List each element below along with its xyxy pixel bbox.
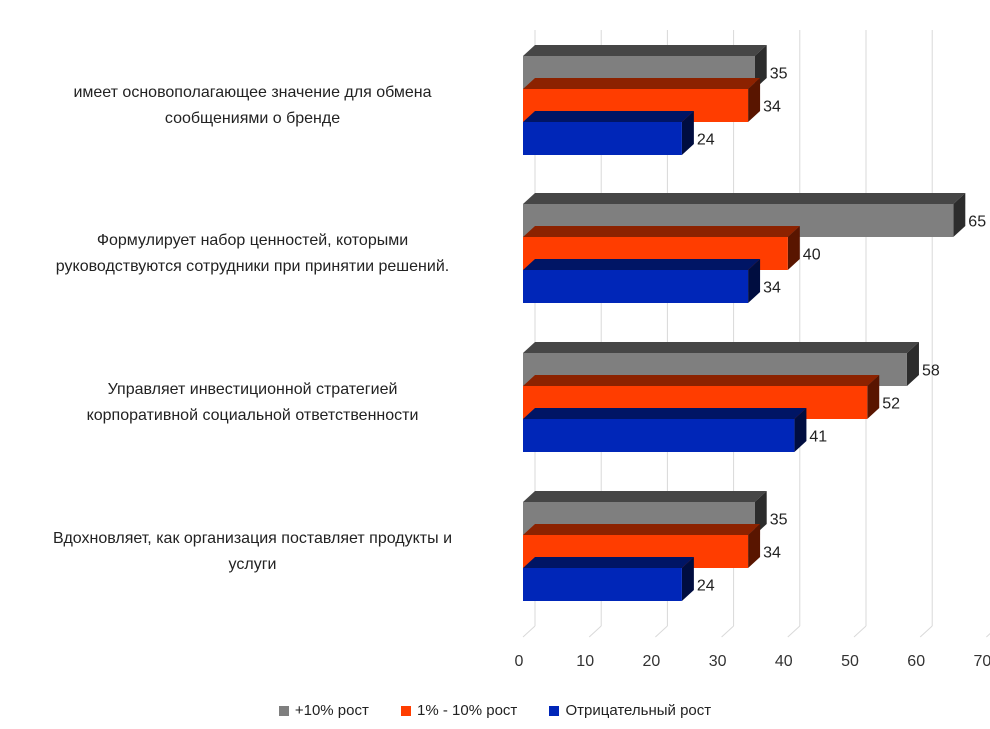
data-label: 34: [763, 545, 781, 562]
bar-top-0-1: [523, 193, 966, 204]
legend-item-series-1: +10% рост: [278, 702, 369, 719]
bar-side-1-0: [748, 78, 761, 122]
legend-label-series-1: +10% рост: [294, 702, 369, 719]
gridline-floor-30: [721, 625, 734, 638]
data-label: 35: [770, 512, 788, 529]
x-tick-label: 40: [775, 653, 793, 670]
legend-swatch-series-2: [401, 705, 412, 716]
bar-side-2-2: [794, 408, 807, 452]
bar-top-0-3: [523, 491, 767, 502]
legend-item-series-3: Отрицательный рост: [549, 702, 711, 719]
bar-side-1-2: [867, 375, 880, 419]
gridline-floor-70: [986, 633, 990, 638]
bar-top-0-0: [523, 45, 767, 56]
bar-top-1-0: [523, 78, 761, 89]
legend-label-series-2: 1% - 10% рост: [417, 702, 518, 719]
bar-side-2-3: [681, 557, 694, 601]
legend-label-series-3: Отрицательный рост: [565, 702, 712, 719]
data-label: 35: [770, 66, 788, 83]
data-label: 65: [968, 214, 986, 231]
data-label: 34: [763, 99, 781, 116]
data-label: 58: [922, 363, 940, 380]
bar-front-2-0: [523, 122, 682, 155]
x-tick-label: 50: [841, 653, 859, 670]
x-tick-label: 70: [974, 653, 990, 670]
x-tick-label: 20: [643, 653, 661, 670]
category-label-line: услуги: [228, 555, 277, 573]
bar-side-0-2: [906, 342, 919, 386]
category-label-line: имеет основополагающее значение для обме…: [73, 83, 432, 101]
legend-swatch-series-1: [278, 705, 289, 716]
bar-side-1-1: [787, 226, 800, 270]
data-label: 34: [763, 280, 781, 297]
legend-item-series-2: 1% - 10% рост: [401, 702, 517, 719]
bar-top-1-1: [523, 226, 800, 237]
bar-side-0-1: [953, 193, 966, 237]
legend-swatch-series-3: [549, 705, 560, 716]
data-label: 24: [697, 578, 715, 595]
gridline-floor-0: [522, 625, 536, 638]
bar-front-2-3: [523, 568, 682, 601]
gridline-floor-10: [588, 625, 602, 638]
data-label: 52: [882, 396, 900, 413]
bar-side-2-1: [748, 259, 761, 303]
category-label: имеет основополагающее значение для обме…: [0, 80, 505, 132]
gridline-floor-40: [787, 625, 801, 638]
category-label-line: Вдохновляет, как организация поставляет …: [52, 529, 453, 547]
bar-side-1-3: [748, 524, 761, 568]
bar-front-2-2: [523, 419, 795, 452]
gridline-floor-50: [853, 625, 867, 638]
x-tick-label: 0: [515, 653, 524, 670]
bar-top-2-2: [523, 408, 807, 419]
category-label-line: руководствуются сотрудники при принятии …: [55, 257, 450, 275]
data-label: 24: [697, 132, 715, 149]
bar-top-2-1: [523, 259, 761, 270]
bar-top-1-2: [523, 375, 880, 386]
category-label: Формулирует набор ценностей, которыми рук…: [0, 228, 505, 280]
bar-top-1-3: [523, 524, 761, 535]
legend: +10% рост 1% - 10% рост Отрицательный ро…: [0, 702, 990, 720]
category-label-line: сообщениями о бренде: [164, 109, 341, 127]
bar-top-2-0: [523, 111, 694, 122]
bar-top-2-3: [523, 557, 694, 568]
bar-front-2-1: [523, 270, 749, 303]
category-label-line: Управляет инвестиционной стратегией: [107, 380, 398, 398]
x-tick-label: 10: [576, 653, 594, 670]
category-label-line: корпоративной социальной ответственности: [86, 406, 419, 424]
bar-side-2-0: [681, 111, 694, 155]
category-label-line: Формулирует набор ценностей, которыми: [96, 231, 409, 249]
x-tick-label: 60: [907, 653, 925, 670]
data-label: 41: [809, 429, 827, 446]
x-tick-label: 30: [709, 653, 727, 670]
bar-top-0-2: [523, 342, 919, 353]
category-label: Вдохновляет, как организация поставляет …: [0, 526, 505, 578]
gridline-floor-60: [919, 625, 933, 638]
gridline-floor-20: [655, 625, 668, 638]
data-label: 40: [803, 247, 821, 264]
category-label: Управляет инвестиционной стратегией корпо…: [0, 377, 505, 429]
